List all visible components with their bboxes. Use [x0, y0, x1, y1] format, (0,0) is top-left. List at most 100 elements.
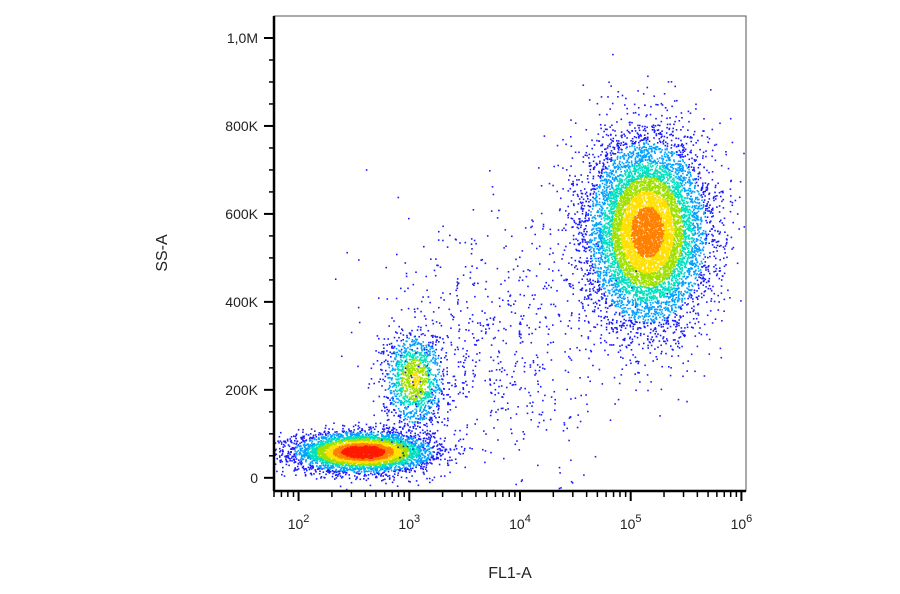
- event-dot: [382, 479, 385, 481]
- event-dot: [398, 461, 400, 464]
- event-dot: [410, 461, 413, 463]
- event-dot: [378, 446, 381, 448]
- event-dot: [318, 447, 320, 450]
- event-dot: [414, 441, 417, 444]
- event-dot: [361, 462, 364, 464]
- event-dot: [300, 463, 303, 465]
- event-dot: [361, 433, 364, 436]
- event-dot: [391, 445, 394, 447]
- event-dot: [287, 456, 289, 459]
- event-dot: [371, 433, 373, 436]
- event-dot: [353, 433, 356, 435]
- event-dot: [356, 452, 358, 455]
- event-dot: [454, 445, 457, 448]
- event-dot: [376, 442, 379, 445]
- event-dot: [422, 471, 425, 474]
- event-dot: [349, 465, 351, 467]
- event-dot: [395, 436, 398, 439]
- event-dot: [321, 441, 323, 443]
- event-dot: [357, 425, 360, 427]
- event-dot: [330, 460, 332, 462]
- event-dot: [367, 474, 370, 476]
- event-dot: [333, 434, 335, 436]
- event-dot: [324, 427, 327, 429]
- event-dot: [344, 467, 346, 469]
- event-dot: [340, 441, 342, 444]
- event-dot: [395, 462, 397, 464]
- event-dot: [326, 459, 329, 461]
- event-dot: [464, 447, 466, 450]
- event-dot: [427, 457, 430, 460]
- event-dot: [327, 431, 330, 433]
- event-dot: [301, 457, 304, 460]
- event-dot: [314, 455, 317, 457]
- event-dot: [403, 456, 405, 459]
- event-dot: [358, 426, 361, 429]
- event-dot: [346, 447, 349, 449]
- event-dot: [285, 459, 288, 461]
- event-dot: [327, 471, 329, 473]
- event-dot: [367, 439, 369, 442]
- event-dot: [302, 435, 304, 438]
- event-dot: [320, 476, 323, 478]
- event-dot: [297, 468, 300, 470]
- event-dot: [382, 472, 384, 474]
- event-dot: [388, 474, 391, 477]
- event-dot: [395, 452, 398, 455]
- event-dot: [412, 465, 415, 467]
- event-dot: [309, 433, 312, 435]
- event-dot: [342, 471, 344, 473]
- event-dot: [418, 438, 420, 440]
- event-dot: [315, 436, 318, 438]
- event-dot: [352, 431, 355, 433]
- event-dot: [307, 443, 309, 445]
- event-dot: [311, 440, 314, 443]
- event-dot: [438, 447, 440, 450]
- event-dot: [306, 451, 309, 453]
- event-dot: [400, 445, 402, 448]
- event-dot: [418, 435, 421, 438]
- event-dot: [316, 460, 318, 463]
- event-dot: [381, 464, 384, 466]
- event-dot: [423, 457, 426, 459]
- event-dot: [442, 446, 445, 449]
- event-dot: [359, 461, 361, 463]
- event-dot: [370, 431, 373, 434]
- event-dot: [367, 460, 369, 463]
- event-dot: [348, 454, 350, 457]
- event-dot: [275, 453, 277, 456]
- event-dot: [302, 431, 304, 433]
- event-dot: [369, 427, 371, 429]
- event-dot: [320, 436, 323, 438]
- event-dot: [361, 436, 364, 439]
- event-dot: [305, 459, 307, 462]
- event-dot: [325, 438, 328, 441]
- event-dot: [320, 443, 322, 446]
- event-dot: [295, 434, 297, 436]
- event-dot: [392, 442, 395, 445]
- event-dot: [306, 453, 308, 456]
- event-dot: [336, 437, 339, 439]
- event-dot: [295, 452, 298, 455]
- event-dot: [307, 434, 310, 436]
- event-dot: [326, 446, 328, 449]
- event-dot: [368, 464, 371, 467]
- event-dot: [311, 449, 313, 451]
- event-dot: [426, 470, 428, 472]
- event-dot: [329, 441, 332, 443]
- event-dot: [363, 470, 365, 472]
- event-dot: [384, 439, 386, 441]
- event-dot: [303, 446, 306, 449]
- event-dot: [338, 453, 341, 456]
- event-dot: [374, 434, 377, 437]
- event-dot: [382, 459, 385, 461]
- event-dot: [398, 437, 400, 440]
- event-dot: [392, 426, 394, 429]
- event-dot: [424, 452, 427, 455]
- event-dot: [322, 461, 325, 464]
- event-dot: [422, 440, 425, 442]
- event-dot: [338, 446, 341, 448]
- event-dot: [343, 453, 345, 455]
- event-dot: [343, 430, 345, 432]
